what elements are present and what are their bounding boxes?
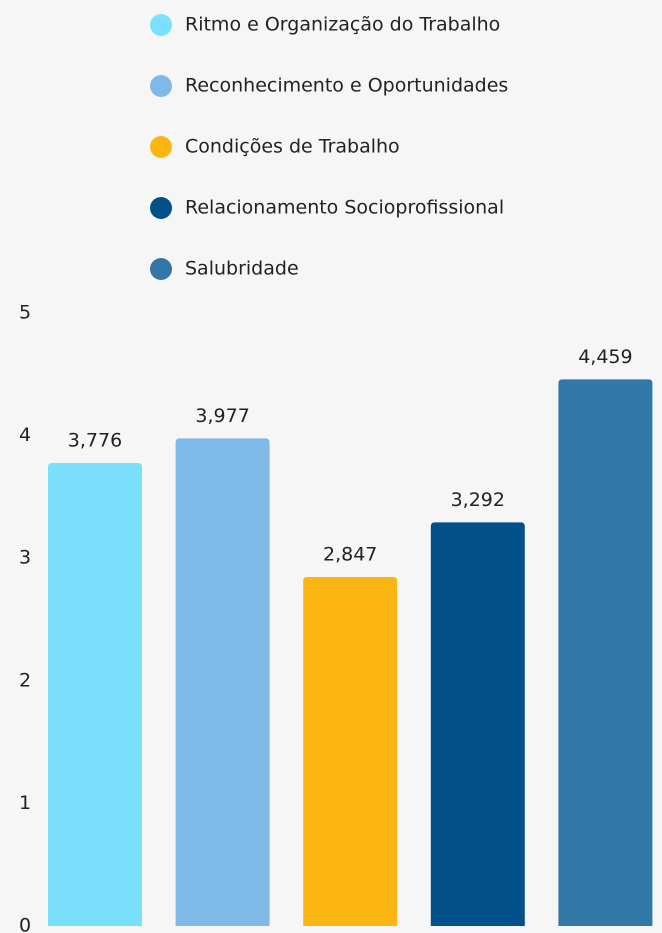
bar bbox=[430, 522, 525, 926]
y-tick-label: 0 bbox=[19, 915, 31, 933]
data-label: 3,292 bbox=[451, 489, 505, 511]
bar bbox=[558, 379, 653, 926]
legend-label: Ritmo e Organização do Trabalho bbox=[185, 14, 500, 36]
y-tick-label: 5 bbox=[19, 302, 31, 324]
y-tick-label: 2 bbox=[19, 669, 31, 691]
legend-swatch bbox=[150, 14, 172, 36]
legend-label: Reconhecimento e Oportunidades bbox=[185, 75, 508, 97]
bar bbox=[303, 576, 398, 926]
bar bbox=[48, 463, 142, 926]
legend-swatch bbox=[150, 197, 172, 219]
data-label: 3,776 bbox=[68, 430, 122, 452]
data-label: 3,977 bbox=[195, 405, 249, 427]
y-tick-label: 3 bbox=[19, 547, 31, 569]
legend-swatch bbox=[150, 75, 172, 97]
y-tick-label: 1 bbox=[19, 792, 31, 814]
legend-label: Salubridade bbox=[185, 258, 299, 280]
legend-label: Relacionamento Socioprofissional bbox=[185, 197, 504, 219]
legend-swatch bbox=[150, 136, 172, 158]
bar bbox=[175, 438, 270, 926]
legend-swatch bbox=[150, 258, 172, 280]
data-label: 4,459 bbox=[578, 346, 632, 368]
y-tick-label: 4 bbox=[19, 424, 31, 446]
legend-label: Condições de Trabalho bbox=[185, 136, 400, 158]
data-label: 2,847 bbox=[323, 543, 377, 565]
